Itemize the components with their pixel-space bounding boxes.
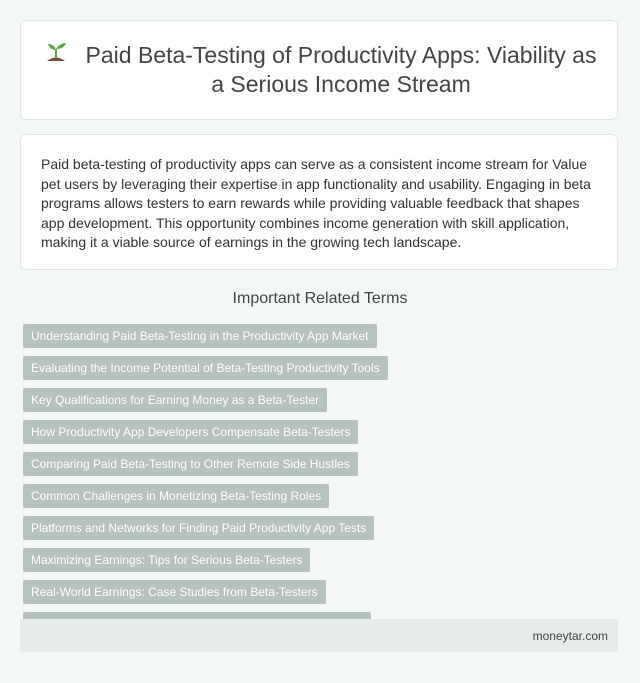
sprout-icon xyxy=(47,43,66,61)
title-card: Paid Beta-Testing of Productivity Apps: … xyxy=(20,20,618,120)
related-term-tag[interactable]: Evaluating the Income Potential of Beta-… xyxy=(23,356,388,380)
related-term-tag[interactable]: Comparing Paid Beta-Testing to Other Rem… xyxy=(23,452,358,476)
related-term-tag[interactable]: How Productivity App Developers Compensa… xyxy=(23,420,359,444)
related-term-tag[interactable]: Real-World Earnings: Case Studies from B… xyxy=(23,580,326,604)
related-term-tag[interactable]: Understanding Paid Beta-Testing in the P… xyxy=(23,324,377,348)
related-term-tag[interactable]: Maximizing Earnings: Tips for Serious Be… xyxy=(23,548,311,572)
title-row: Paid Beta-Testing of Productivity Apps: … xyxy=(41,41,597,99)
footer-site-link[interactable]: moneytar.com xyxy=(532,628,608,643)
related-terms-heading: Important Related Terms xyxy=(232,290,408,307)
related-terms-list: Understanding Paid Beta-Testing in the P… xyxy=(23,324,619,644)
description-text: Paid beta-testing of productivity apps c… xyxy=(41,156,591,250)
footer: moneytar.com xyxy=(20,619,618,652)
page-title: Paid Beta-Testing of Productivity Apps: … xyxy=(85,42,597,97)
related-term-tag[interactable]: Key Qualifications for Earning Money as … xyxy=(23,388,328,412)
related-term-tag[interactable]: Platforms and Networks for Finding Paid … xyxy=(23,516,375,540)
description-card: Paid beta-testing of productivity apps c… xyxy=(20,134,618,270)
related-term-tag[interactable]: Common Challenges in Monetizing Beta-Tes… xyxy=(23,484,330,508)
